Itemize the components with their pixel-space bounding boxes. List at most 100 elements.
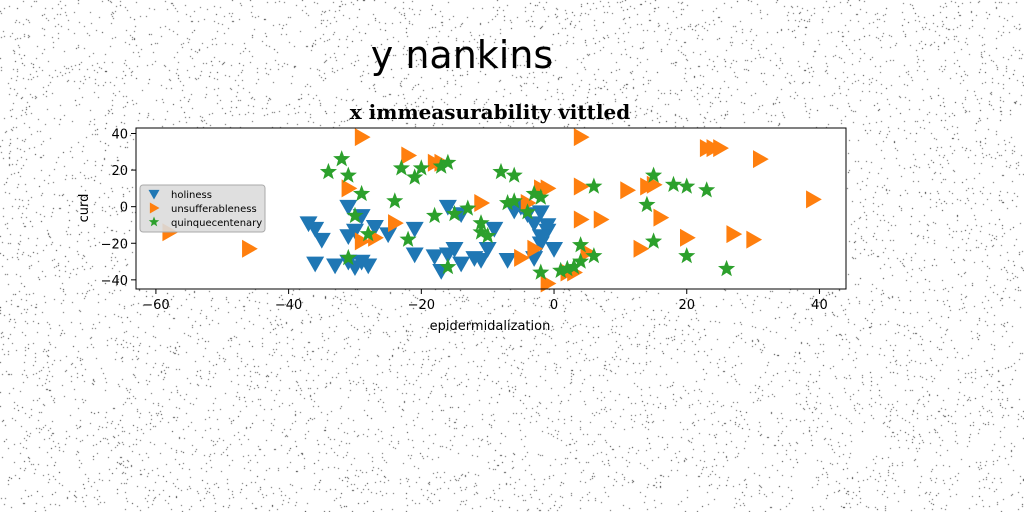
legend-label: holiness [171,190,212,201]
data-point [341,179,358,198]
data-point [339,229,358,245]
data-point [439,258,457,275]
data-point [518,203,537,220]
data-point [573,177,590,196]
data-point [532,263,550,280]
data-point [713,139,729,158]
data-point [558,259,576,277]
data-point [538,218,557,234]
data-point [653,208,670,227]
x-tick-label: −60 [142,298,169,313]
data-point [472,214,490,231]
plot-frame [135,127,847,290]
data-point [326,258,345,275]
data-point [472,223,490,240]
legend-marker [148,216,160,227]
data-point [638,195,656,213]
data-point [499,194,517,211]
data-point [474,194,491,213]
data-point [306,256,325,273]
data-point [333,150,351,167]
data-point [445,242,464,258]
chart-suptitle: y nankins [371,33,553,77]
data-point [339,248,357,266]
data-point [552,261,570,278]
data-point [359,225,377,242]
x-axis-ticks: −60 −40 −20 0 20 40 [142,289,828,313]
data-point [565,258,583,275]
data-point [319,162,337,180]
data-point [726,225,743,244]
data-point [354,128,371,147]
data-point [520,194,537,213]
y-tick-label: −20 [101,237,128,252]
data-point [678,177,696,194]
data-point [459,199,477,216]
series-unsufferableness [162,128,822,293]
data-point [645,232,663,249]
y-axis-ticks: −40 −20 0 20 40 [101,127,136,289]
data-point [354,232,371,251]
data-point [806,190,822,209]
data-point [746,230,763,249]
y-axis-label: curd [77,194,92,223]
series-quinquecentenary [319,150,736,280]
data-point [412,159,430,176]
data-point [339,199,358,216]
data-point [492,162,510,180]
data-point [405,247,424,264]
data-point [425,249,444,266]
data-point [573,128,590,147]
data-point [472,252,491,269]
data-point [545,242,564,258]
data-point [353,184,371,202]
legend-box [139,184,266,233]
data-point [401,146,418,165]
data-point [399,230,417,247]
y-tick-label: 0 [120,201,128,216]
data-point [498,252,517,269]
data-point [439,153,457,170]
legend: holiness unsufferableness quinquecentenary [139,184,266,233]
data-point [339,166,357,183]
data-point [359,258,378,275]
data-point [532,188,550,205]
data-point [388,214,404,233]
legend-label: quinquecentenary [171,218,262,229]
data-point [698,181,716,198]
data-point [505,192,523,209]
data-point [525,184,543,202]
data-point [645,166,663,183]
data-point [386,192,404,209]
data-point [633,239,650,258]
legend-marker [149,202,160,214]
x-tick-label: 40 [811,298,828,313]
data-point [346,206,364,224]
data-point [438,199,457,216]
legend-marker [148,189,160,200]
data-point [540,274,557,293]
data-point [306,221,325,238]
data-point [664,175,682,192]
x-tick-label: −40 [275,298,302,313]
data-point [620,181,637,200]
data-points [162,128,822,293]
data-point [242,239,258,258]
y-tick-label: 40 [111,127,128,142]
data-point [540,179,557,198]
data-point [679,228,696,247]
data-point [312,232,331,249]
data-point [445,205,464,222]
x-axis-label: epidermidalization [430,319,551,334]
data-point [432,157,450,174]
x-tick-label: −20 [408,298,435,313]
data-point [405,221,424,238]
data-point [585,177,603,194]
data-point [406,168,424,185]
data-point [718,259,736,277]
data-point [478,242,497,258]
data-point [585,247,603,264]
legend-label: unsufferableness [171,204,257,215]
x-tick-label: 20 [678,298,695,313]
